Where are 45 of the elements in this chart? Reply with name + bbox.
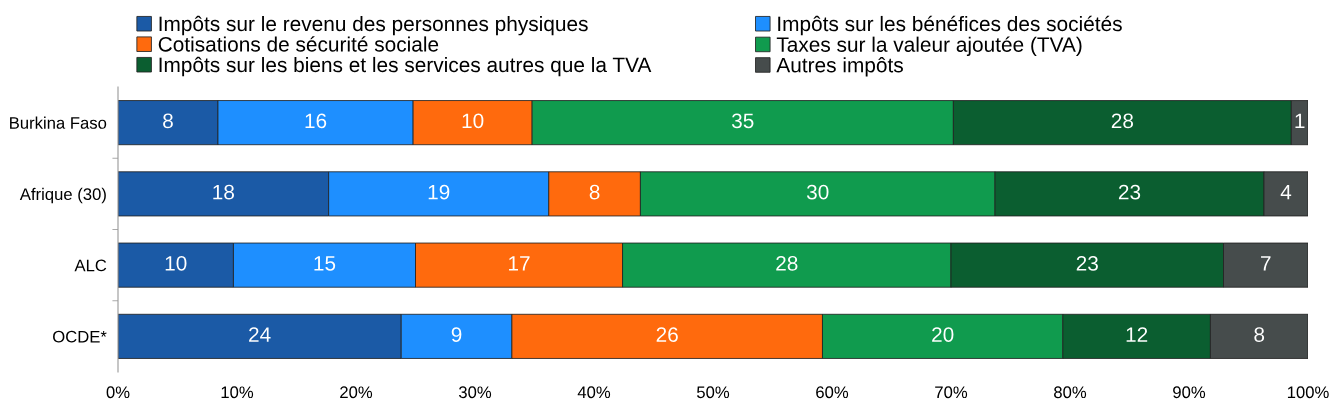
data-label: 23 [1118,184,1141,200]
x-tick-label: 50% [696,386,730,399]
data-label: 16 [305,113,327,129]
legend-label: Taxes sur la valeur ajoutée (TVA) [776,36,1082,57]
data-label: 8 [589,184,600,200]
data-label: 30 [806,184,829,200]
data-label: 19 [428,184,450,200]
legend-label: Cotisations de sécurité sociale [158,36,439,52]
data-label: 10 [462,113,484,129]
data-label: 4 [1280,184,1292,200]
data-label: 35 [731,113,754,129]
x-tick-label: 90% [1173,386,1206,399]
legend-label: Impôts sur les biens et les services autres que la TVA [159,56,652,77]
x-tick-label: 80% [1054,386,1087,399]
data-label: 10 [165,255,187,271]
y-tick-label: ALC [74,259,107,272]
data-label: 15 [314,256,336,271]
y-tick-label: OCDE* [53,330,107,343]
x-tick-label: 60% [816,386,849,399]
x-tick-label: 70% [935,386,968,399]
data-label: 1 [1295,113,1305,129]
data-label: 12 [1126,327,1148,342]
data-label: 7 [1261,256,1271,271]
x-tick-label: 0% [106,386,130,399]
legend-label: Impôts sur le revenu des personnes physiques [159,15,588,36]
x-tick-label: 100% [1287,386,1329,399]
data-label: 24 [249,327,271,342]
data-label: 8 [163,113,173,129]
data-label: 26 [656,327,678,342]
y-tick-label: Afrique (30) [19,187,106,204]
data-label: 28 [1111,113,1134,129]
y-tick-label: Burkina Faso [10,116,107,129]
x-tick-label: 20% [340,386,373,399]
data-label: 17 [509,256,530,271]
data-label: 18 [213,184,234,200]
data-label: 28 [776,255,798,271]
legend-label: Impôts sur les bénéfices des sociétés [778,15,1122,36]
x-tick-label: 10% [221,386,254,399]
data-label: 9 [451,327,462,342]
x-tick-label: 40% [577,386,611,399]
data-label: 20 [932,327,954,342]
legend-label: Autres impôts [776,57,903,77]
x-tick-label: 30% [458,386,492,399]
data-label: 8 [1254,327,1265,342]
data-label: 23 [1076,255,1098,271]
